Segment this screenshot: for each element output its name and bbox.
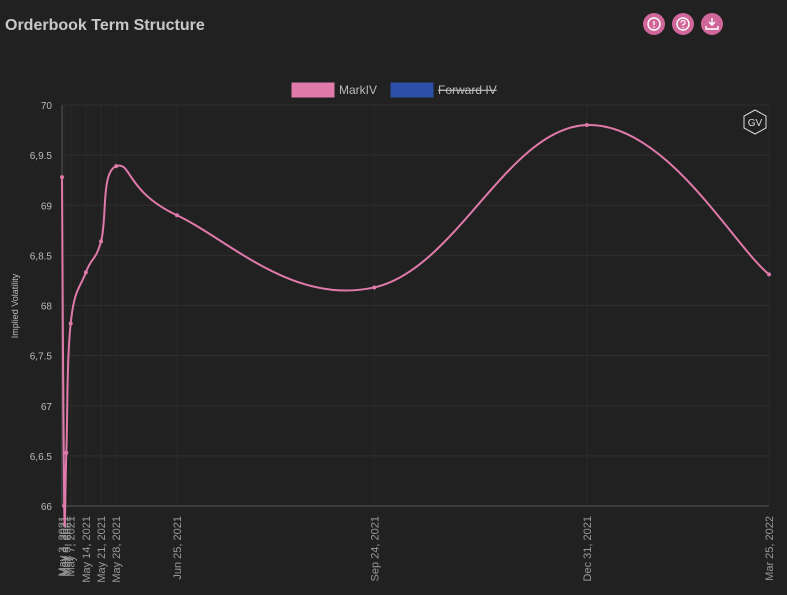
point — [767, 272, 771, 277]
x-tick-label: May 28, 2021 — [111, 516, 123, 583]
y-tick-label: 6,7.5 — [30, 352, 53, 363]
y-tick-label: 66 — [41, 502, 53, 513]
chart-title: Orderbook Term Structure — [5, 17, 205, 34]
point — [584, 123, 589, 128]
legend-swatch — [291, 82, 335, 98]
point — [174, 213, 179, 218]
legend-label: Forward IV — [438, 83, 497, 97]
x-tick-label: May 5, 2021 — [61, 516, 73, 577]
y-tick-label: 68 — [41, 302, 53, 313]
point — [68, 321, 73, 326]
y-tick-label: 6,6.5 — [30, 452, 53, 463]
download-button[interactable] — [701, 13, 723, 35]
y-tick-label: 6,8.5 — [30, 251, 53, 262]
point — [62, 504, 67, 508]
x-tick-label: Jun 25, 2021 — [172, 516, 184, 580]
legend-label: MarkIV — [339, 83, 377, 97]
x-tick-label: May 4, 2021 — [59, 516, 71, 577]
point — [64, 450, 69, 455]
y-axis-label: Implied Volatility — [10, 273, 20, 338]
point — [60, 175, 64, 180]
alert-button[interactable] — [643, 13, 665, 35]
point — [114, 164, 119, 169]
x-tick-label: May 7, 2021 — [66, 516, 78, 577]
x-tick-label: Mar 25, 2022 — [764, 516, 776, 581]
x-tick-label: May 21, 2021 — [96, 516, 108, 583]
point — [99, 239, 104, 244]
point — [372, 285, 377, 290]
y-tick-label: 67 — [41, 402, 53, 413]
x-tick-label: May 14, 2021 — [81, 516, 93, 583]
y-tick-label: 70 — [41, 101, 53, 112]
gv-badge: GV — [743, 109, 767, 135]
x-tick-label: May 3, 2021 — [57, 516, 69, 577]
y-tick-label: 6,9.5 — [30, 151, 53, 162]
legend-swatch — [390, 82, 434, 98]
x-tick-label: Dec 31, 2021 — [582, 516, 594, 581]
help-button[interactable] — [672, 13, 694, 35]
y-tick-label: 69 — [41, 201, 53, 212]
badge-text: GV — [748, 118, 763, 129]
point — [83, 270, 88, 275]
x-tick-label: Sep 24, 2021 — [369, 516, 381, 581]
line — [61, 124, 770, 527]
